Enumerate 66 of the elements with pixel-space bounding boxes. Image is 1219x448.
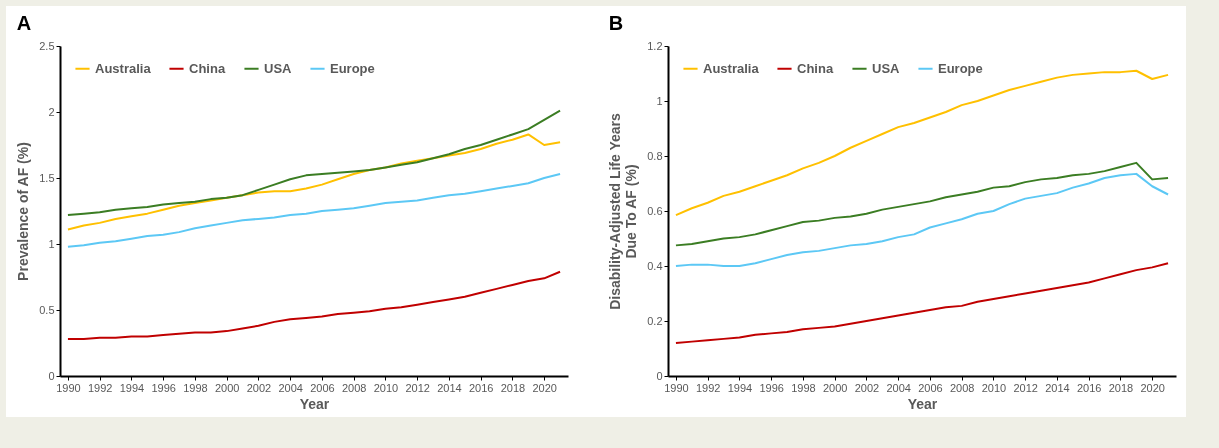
line-series <box>66 109 562 216</box>
line-series <box>66 133 562 231</box>
x-tick-label: 2002 <box>854 381 880 394</box>
x-tick-label: 2004 <box>278 381 303 394</box>
y-axis-title: Prevalence of AF (%) <box>15 142 32 281</box>
chart-title: A <box>16 12 32 34</box>
x-tick-label: 1990 <box>664 381 689 394</box>
y-tick-label: 0.5 <box>39 303 55 316</box>
line-series <box>66 173 562 248</box>
line-series <box>674 161 1170 247</box>
y-tick-label: 1.2 <box>647 39 663 52</box>
y-tick-label: 0.8 <box>647 149 663 162</box>
x-tick-label: 2008 <box>949 381 975 394</box>
x-tick-label: 1990 <box>56 381 81 394</box>
x-tick-label: 2016 <box>1076 381 1102 394</box>
x-tick-label: 1994 <box>727 381 753 394</box>
y-tick-label: 1.5 <box>39 171 55 184</box>
x-tick-label: 2002 <box>246 381 272 394</box>
x-tick-label: 2012 <box>405 381 430 394</box>
x-tick-label: 2014 <box>1045 381 1070 394</box>
legend-label: Europe <box>938 60 983 76</box>
line-series <box>674 262 1170 344</box>
x-tick-label: 2006 <box>310 381 335 394</box>
x-axis-title: Year <box>907 395 938 412</box>
y-tick-label: 0.2 <box>647 314 663 327</box>
x-tick-label: 2018 <box>1108 381 1134 394</box>
legend-label: Australia <box>703 60 760 76</box>
x-tick-label: 2008 <box>341 381 367 394</box>
x-tick-label: 2020 <box>532 381 557 394</box>
x-tick-label: 2004 <box>886 381 911 394</box>
x-tick-label: 1992 <box>695 381 721 394</box>
x-tick-label: 1994 <box>119 381 145 394</box>
y-tick-label: 0.6 <box>647 204 663 217</box>
x-tick-label: 2012 <box>1013 381 1038 394</box>
y-axis-title: Disability-Adjusted Life Years Due To AF (%) <box>607 113 640 310</box>
x-tick-label: 2020 <box>1140 381 1165 394</box>
x-axis-title: Year <box>299 395 330 412</box>
y-tick-label: 2.5 <box>39 39 55 52</box>
x-tick-label: 1998 <box>183 381 208 394</box>
y-tick-label: 0 <box>48 369 55 382</box>
legend-label: Australia <box>95 60 152 76</box>
legend-label: China <box>189 60 226 76</box>
legend-label: China <box>797 60 834 76</box>
x-tick-label: 2010 <box>373 381 399 394</box>
y-tick-label: 1 <box>656 94 663 107</box>
x-tick-label: 1996 <box>151 381 176 394</box>
y-tick-label: 1 <box>48 237 55 250</box>
legend-label: Europe <box>330 60 375 76</box>
x-tick-label: 1992 <box>87 381 113 394</box>
x-tick-label: 2006 <box>918 381 943 394</box>
x-tick-label: 2000 <box>214 381 240 394</box>
y-tick-label: 0 <box>656 369 663 382</box>
x-tick-label: 1998 <box>791 381 816 394</box>
x-tick-label: 2016 <box>468 381 494 394</box>
x-tick-label: 1996 <box>759 381 784 394</box>
legend-label: USA <box>872 60 901 76</box>
x-tick-label: 2010 <box>981 381 1007 394</box>
y-tick-label: 0.4 <box>647 259 663 272</box>
y-tick-label: 2 <box>48 105 55 118</box>
legend-label: USA <box>264 60 293 76</box>
x-tick-label: 2018 <box>500 381 526 394</box>
chart-title: B <box>608 12 624 34</box>
x-tick-label: 2000 <box>822 381 848 394</box>
x-tick-label: 2014 <box>437 381 462 394</box>
line-series <box>674 172 1170 267</box>
line-series <box>66 270 562 341</box>
